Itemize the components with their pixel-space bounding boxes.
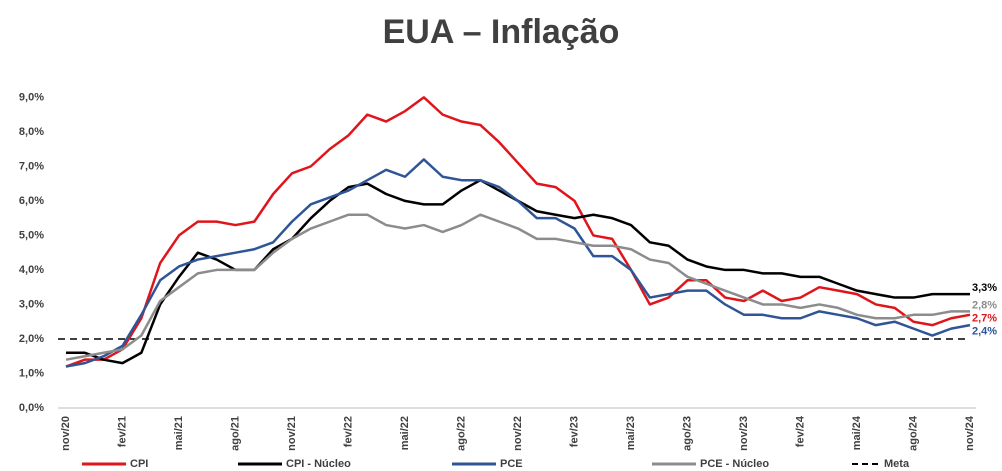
x-tick-label: nov/21 [286,416,298,451]
y-tick-label: 9,0% [19,91,44,103]
legend-label: CPI [130,458,148,470]
x-tick-label: fev/23 [568,416,580,447]
x-tick-label: nov/22 [512,416,524,451]
x-tick-label: nov/24 [964,415,976,451]
legend-label: Meta [884,458,910,470]
series-line [65,213,970,361]
data-label: 2,8% [972,299,997,311]
y-tick-label: 7,0% [19,160,44,172]
x-tick-label: mai/21 [173,416,185,450]
series-line [65,96,971,368]
y-tick-label: 5,0% [19,229,44,241]
y-tick-label: 8,0% [19,126,44,138]
series-line [65,158,971,368]
legend-label: PCE [500,458,523,470]
x-tick-label: ago/24 [907,415,919,451]
y-tick-label: 1,0% [19,367,44,379]
x-tick-label: ago/22 [455,416,467,451]
legend-label: PCE - Núcleo [700,458,769,470]
legend-label: CPI - Núcleo [286,458,351,470]
x-tick-label: fev/22 [342,416,354,447]
x-tick-label: fev/21 [116,416,128,447]
x-tick-label: ago/23 [681,416,693,451]
x-tick-label: nov/20 [60,416,72,451]
y-tick-label: 4,0% [19,264,44,276]
y-tick-label: 6,0% [19,195,44,207]
x-tick-label: ago/21 [229,416,241,451]
x-tick-label: nov/23 [738,416,750,451]
x-tick-label: mai/22 [399,416,411,450]
x-tick-label: mai/24 [851,415,863,450]
x-tick-label: mai/23 [625,416,637,450]
chart-title: EUA – Inflação [383,13,620,51]
y-tick-label: 3,0% [19,298,44,310]
y-tick-label: 2,0% [19,333,44,345]
data-label: 2,4% [972,325,997,337]
y-tick-label: 0,0% [19,402,44,414]
data-label: 2,7% [972,312,997,324]
data-label: 3,3% [972,282,997,294]
x-tick-label: fev/24 [794,415,806,447]
